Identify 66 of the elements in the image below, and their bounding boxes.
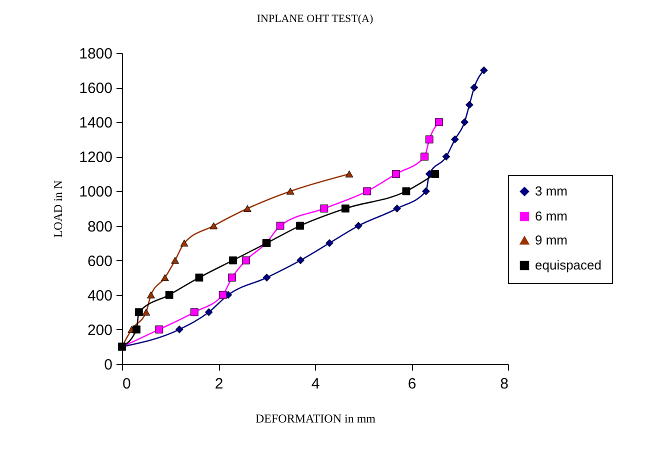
y-tick-label: 200 bbox=[87, 322, 112, 339]
y-tick-label: 1400 bbox=[79, 114, 112, 132]
point bbox=[218, 290, 227, 299]
point bbox=[175, 325, 184, 334]
point bbox=[354, 222, 362, 230]
point bbox=[296, 222, 304, 230]
point bbox=[296, 256, 304, 264]
point bbox=[320, 204, 328, 212]
y-tick-label: 400 bbox=[87, 287, 112, 304]
point bbox=[210, 222, 218, 230]
point bbox=[204, 308, 213, 316]
legend-label: 9 mm bbox=[535, 232, 568, 248]
point bbox=[480, 66, 488, 74]
point bbox=[262, 274, 271, 282]
point bbox=[160, 274, 169, 282]
point bbox=[155, 325, 164, 334]
legend-label: 6 mm bbox=[535, 208, 568, 224]
point bbox=[363, 187, 372, 196]
y-tick-label: 0 bbox=[104, 356, 112, 374]
point bbox=[286, 188, 294, 195]
point bbox=[190, 308, 198, 316]
point bbox=[465, 100, 474, 109]
point bbox=[460, 118, 469, 126]
x-tick-label: 8 bbox=[500, 376, 508, 392]
point bbox=[420, 152, 428, 161]
chart-title: INPLANE OHT TEST(A) bbox=[256, 13, 374, 25]
point bbox=[165, 290, 174, 299]
legend-label: equispaced bbox=[535, 258, 602, 272]
x-axis-title: DEFORMATION in mm bbox=[255, 412, 376, 426]
x-tick-label: 0 bbox=[122, 376, 131, 392]
point bbox=[242, 256, 250, 264]
point bbox=[195, 274, 204, 282]
x-tick-label: 2 bbox=[214, 376, 224, 392]
y-tick-label: 1000 bbox=[79, 184, 112, 201]
y-axis-title: LOAD in N bbox=[51, 180, 66, 238]
point bbox=[450, 135, 459, 144]
point bbox=[402, 187, 410, 196]
point bbox=[345, 170, 354, 178]
point bbox=[341, 204, 350, 212]
point bbox=[470, 84, 478, 92]
point bbox=[393, 204, 401, 212]
point bbox=[142, 308, 150, 316]
y-tick-label: 1800 bbox=[79, 46, 112, 62]
point bbox=[228, 274, 236, 282]
y-tick-label: 800 bbox=[87, 218, 112, 236]
y-tick-label: 600 bbox=[87, 252, 112, 270]
point bbox=[422, 187, 430, 196]
point bbox=[392, 170, 400, 178]
point bbox=[132, 325, 140, 334]
point bbox=[229, 256, 237, 264]
legend-label: 3 mm bbox=[535, 184, 568, 198]
point bbox=[171, 256, 180, 264]
x-tick-label: 4 bbox=[311, 376, 320, 392]
point bbox=[326, 239, 334, 248]
point bbox=[146, 291, 155, 298]
point bbox=[180, 240, 188, 247]
y-tick-label: 1600 bbox=[79, 80, 112, 98]
x-tick-label: 6 bbox=[408, 376, 416, 392]
point bbox=[134, 308, 143, 316]
point bbox=[431, 170, 440, 178]
y-tick-label: 1200 bbox=[79, 149, 112, 166]
point bbox=[442, 152, 450, 161]
point bbox=[435, 118, 443, 126]
point bbox=[425, 135, 434, 144]
point bbox=[243, 205, 252, 212]
point bbox=[276, 222, 284, 230]
